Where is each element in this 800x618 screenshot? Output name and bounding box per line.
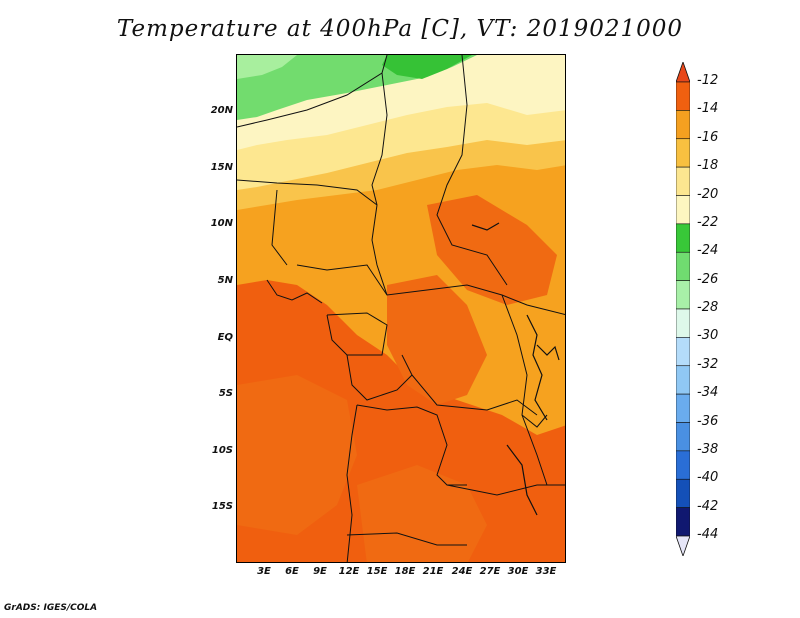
x-tick-label: 15E — [366, 566, 388, 577]
x-tick-label: 6E — [285, 566, 299, 577]
x-tick-label: 9E — [313, 566, 327, 577]
colorbar — [676, 62, 690, 556]
colorbar-label: -42 — [697, 498, 719, 514]
map-title: Temperature at 400hPa [C], VT: 201902100… — [116, 16, 684, 42]
colorbar-top-arrow — [676, 62, 690, 83]
colorbar-segment — [676, 110, 690, 140]
y-tick-label: 5N — [217, 275, 233, 286]
x-tick-label: 33E — [535, 566, 557, 577]
x-tick-label: 18E — [394, 566, 416, 577]
colorbar-segment — [676, 308, 690, 338]
colorbar-segment — [676, 507, 690, 537]
colorbar-label: -36 — [697, 413, 719, 429]
x-tick-label: 12E — [338, 566, 360, 577]
y-tick-label: 10N — [210, 218, 233, 229]
colorbar-segment — [676, 280, 690, 310]
colorbar-label: -20 — [697, 186, 719, 202]
colorbar-segment — [676, 365, 690, 395]
colorbar-label: -30 — [697, 328, 719, 344]
y-tick-label: 15S — [211, 501, 233, 512]
colorbar-bottom-arrow — [676, 535, 690, 556]
x-tick-label: 24E — [451, 566, 473, 577]
y-tick-label: EQ — [217, 332, 233, 343]
x-tick-label: 27E — [479, 566, 501, 577]
colorbar-label: -44 — [697, 527, 719, 542]
temperature-map — [236, 54, 566, 563]
x-tick-label: 3E — [257, 566, 271, 577]
colorbar-label: -34 — [697, 385, 719, 401]
colorbar-segment — [676, 166, 690, 196]
colorbar-label: -16 — [697, 129, 719, 145]
colorbar-label: -12 — [697, 73, 719, 88]
colorbar-segment — [676, 337, 690, 367]
colorbar-segment — [676, 81, 690, 111]
colorbar-segment — [676, 138, 690, 168]
colorbar-segment — [676, 251, 690, 281]
colorbar-label: -32 — [697, 356, 719, 372]
colorbar-label: -14 — [697, 101, 719, 117]
colorbar-label: -22 — [697, 214, 719, 230]
colorbar-label: -28 — [697, 300, 719, 315]
x-tick-label: 30E — [507, 566, 529, 577]
colorbar-label: -26 — [697, 271, 719, 287]
colorbar-segment — [676, 478, 690, 508]
colorbar-segments — [676, 62, 690, 556]
colorbar-segment — [676, 223, 690, 253]
y-tick-label: 20N — [210, 105, 233, 116]
map-fields — [237, 55, 565, 562]
colorbar-label: -40 — [697, 470, 719, 486]
grads-credit: GrADS: IGES/COLA — [4, 603, 98, 613]
colorbar-label: -24 — [697, 243, 719, 259]
colorbar-segment — [676, 422, 690, 452]
colorbar-segment — [676, 450, 690, 480]
colorbar-label: -18 — [697, 158, 719, 174]
colorbar-segment — [676, 393, 690, 423]
y-tick-label: 15N — [210, 162, 233, 173]
colorbar-segment — [676, 195, 690, 225]
y-tick-label: 5S — [218, 388, 233, 399]
colorbar-label: -38 — [697, 441, 719, 457]
x-tick-label: 21E — [422, 566, 444, 577]
y-tick-label: 10S — [211, 445, 233, 456]
